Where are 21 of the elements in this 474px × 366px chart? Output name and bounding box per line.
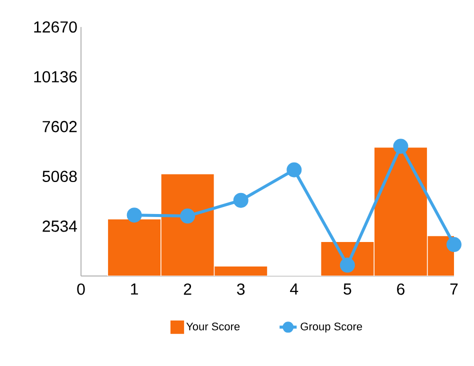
y-tick-label: 2534 bbox=[42, 220, 77, 232]
x-tick-label: 5 bbox=[344, 284, 352, 295]
x-tick-label: 1 bbox=[131, 284, 138, 295]
legend-label: Your Score bbox=[186, 322, 240, 330]
point bbox=[180, 208, 196, 224]
point bbox=[286, 162, 302, 178]
point bbox=[393, 138, 408, 154]
x-tick-label: 0 bbox=[77, 284, 85, 295]
x-tick-label: 3 bbox=[237, 284, 245, 295]
x-tick-label: 7 bbox=[450, 284, 458, 295]
y-tick-label: 7602 bbox=[42, 120, 77, 132]
x-tick-label: 6 bbox=[397, 284, 404, 295]
point bbox=[126, 208, 142, 223]
y-tick-label: 10136 bbox=[34, 71, 77, 82]
point bbox=[446, 237, 462, 252]
x-tick-label: 4 bbox=[290, 284, 298, 295]
legend-label: Group Score bbox=[300, 322, 362, 333]
point bbox=[233, 192, 248, 208]
y-tick-label: 12670 bbox=[34, 21, 77, 33]
x-tick-label: 2 bbox=[184, 284, 192, 295]
y-tick-label: 5068 bbox=[42, 170, 77, 182]
